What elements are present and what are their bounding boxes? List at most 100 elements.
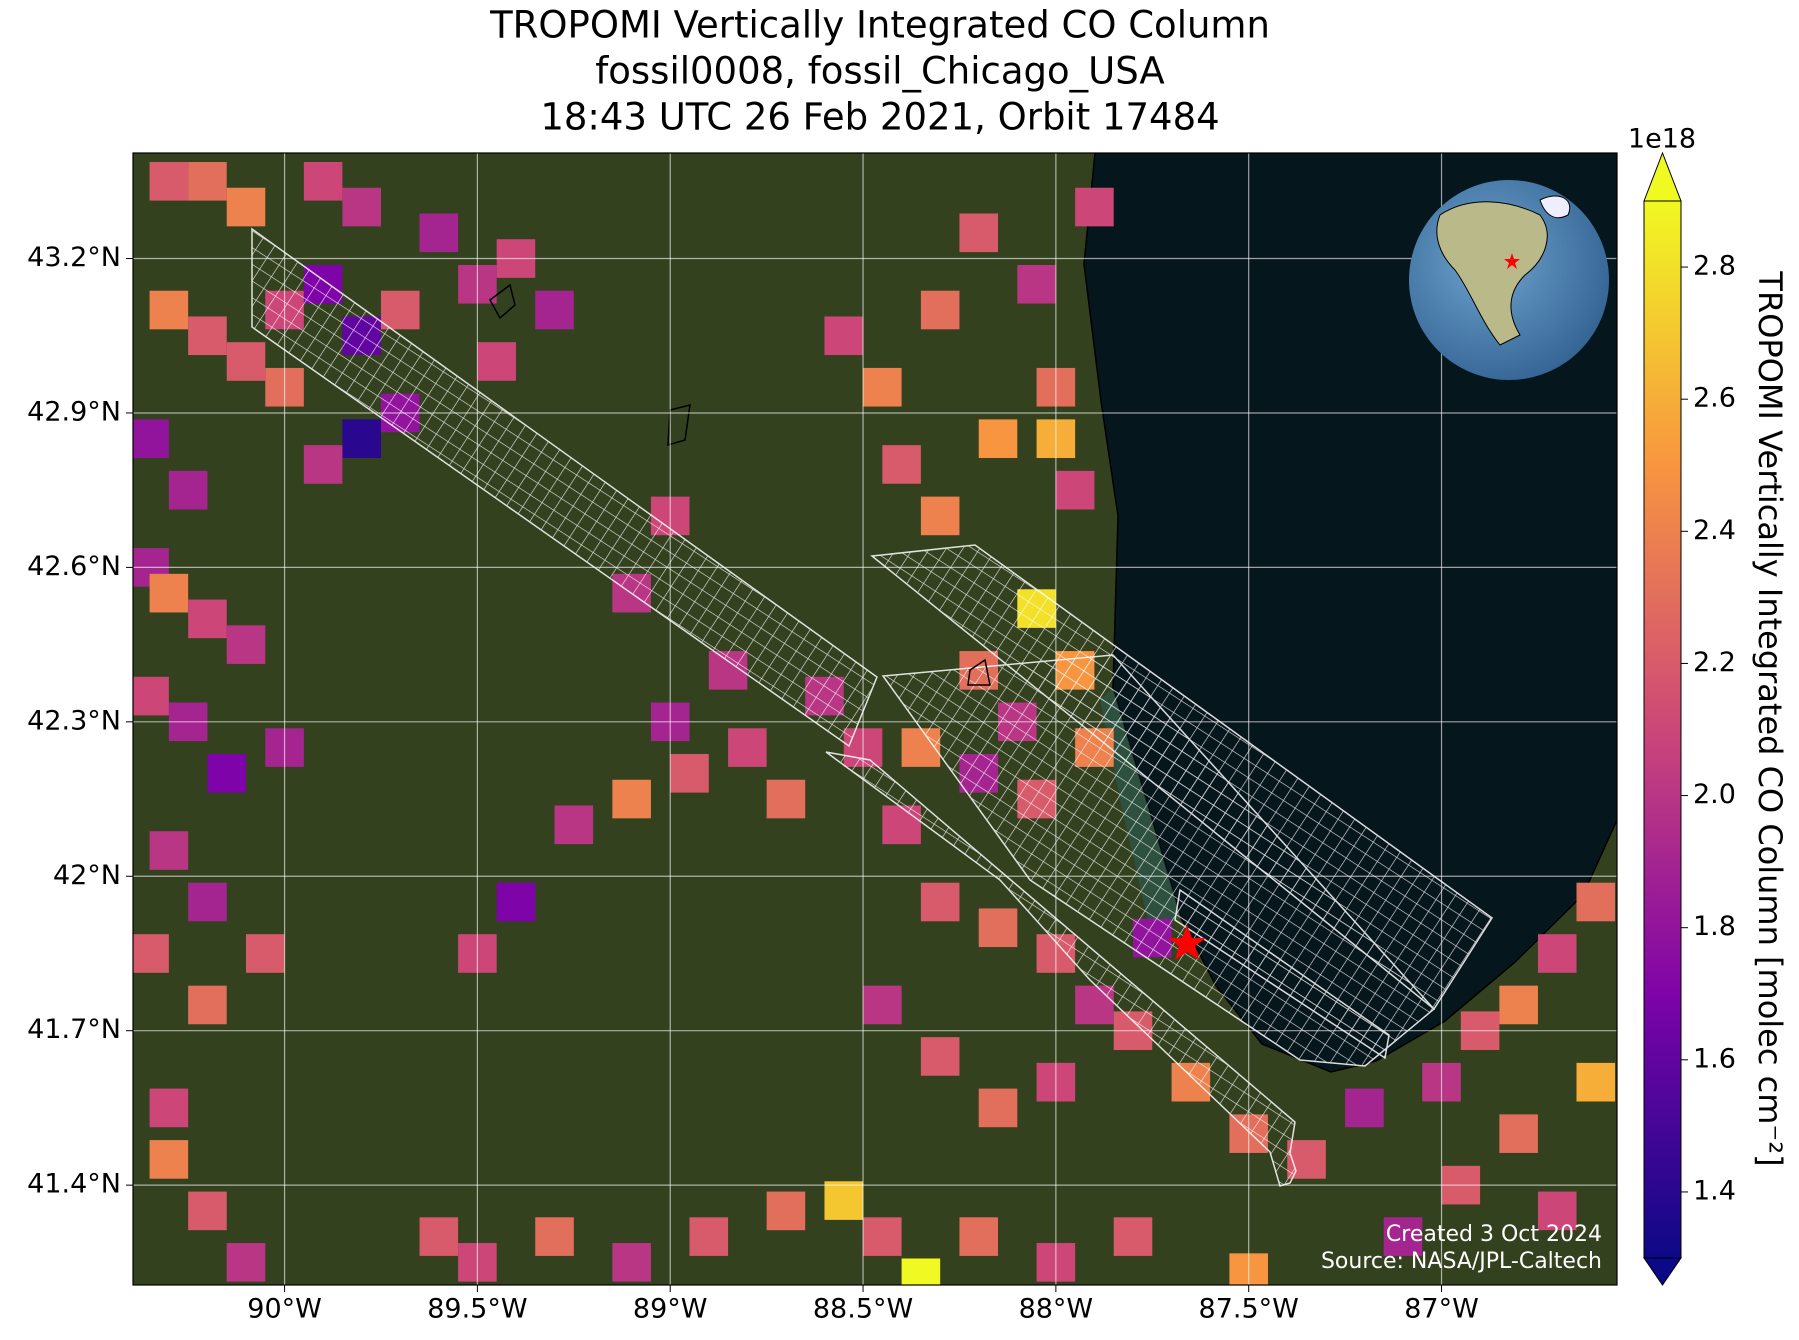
y-tick-label: 41.7°N [27,1014,121,1045]
co-cell [133,676,169,716]
co-cell [920,290,960,330]
co-cell [149,1140,189,1179]
colorbar-extend-high [1643,151,1682,202]
co-cell [207,754,246,793]
co-cell [226,342,266,381]
y-tick-label: 42.3°N [27,705,121,736]
co-cell [978,419,1018,459]
co-cell [188,316,227,356]
swath [1174,888,1390,1060]
colorbar-tick-label: 1.4 [1693,1175,1736,1206]
outline [489,283,991,686]
co-cell [612,1243,651,1282]
co-cell [1537,934,1577,973]
co-cell [188,1191,227,1231]
co-cell [959,213,999,253]
y-tick-label: 41.4°N [27,1169,121,1200]
co-cell [978,908,1018,948]
globe-star [1504,253,1520,269]
co-cell [920,1037,960,1076]
colorbar-tick-label: 2.2 [1693,647,1736,678]
co-cell [1383,1217,1423,1256]
continent [1436,201,1548,346]
co-cell [978,1088,1018,1128]
city-star [1168,925,1206,960]
co-cell [1075,187,1114,227]
co-cell [1055,470,1095,510]
co-cell [1345,1088,1384,1128]
co-cell [670,754,709,793]
y-tick-label: 42°N [53,860,121,891]
co-cell [882,445,921,484]
co-cell [1017,264,1056,304]
co-cell [149,573,189,613]
co-cell [863,985,902,1025]
co-cell [133,934,169,973]
co-cell [226,625,266,664]
co-cell [188,599,227,639]
co-cell [766,779,806,819]
y-tick-label: 43.2°N [27,242,121,273]
plot-frame [132,152,1618,1286]
x-tick-label: 89.5°W [427,1294,527,1325]
colorbar-label: TROPOMI Vertically Integrated CO Column … [1751,270,1789,1166]
greenland [1539,195,1571,219]
grid [133,153,1617,1285]
co-cell [920,496,960,536]
co-cell [824,1181,864,1220]
x-tick-label: 88°W [1019,1294,1094,1325]
co-cell [535,1217,574,1256]
co-cell [149,1088,189,1128]
x-tick-label: 88.5°W [813,1294,913,1325]
colorbar-scale: 1e18 [1628,124,1696,155]
colorbar-bar [1643,200,1682,1259]
co-cell [342,419,381,459]
colorbar: 1e18 TROPOMI Vertically Integrated CO Co… [1628,124,1789,1286]
co-cell [1576,1062,1616,1102]
co-cell [188,985,227,1025]
co-cell [477,342,516,381]
title-line: TROPOMI Vertically Integrated CO Column [489,4,1270,47]
subtitle-line: 18:43 UTC 26 Feb 2021, Orbit 17484 [540,96,1219,139]
co-cell [766,1191,806,1231]
credit: Created 3 Oct 2024 [1386,1222,1602,1247]
co-cell [728,728,767,767]
co-cell [1537,1191,1577,1231]
co-cell [149,290,189,330]
co-cell [901,1258,941,1285]
y-tick-label: 42.9°N [27,396,121,427]
x-tick-label: 89°W [633,1294,708,1325]
co-cell [188,882,227,922]
globe-inset [1409,180,1609,380]
colorbar-tick-label: 1.8 [1693,911,1736,942]
swath [825,751,1297,1187]
co-cell [863,367,902,407]
co-cell [245,934,285,973]
credit: Source: NASA/JPL-Caltech [1321,1249,1602,1274]
co-cell [168,470,208,510]
co-cell [863,1217,902,1256]
co-cell [149,831,189,870]
co-cell [226,1243,266,1282]
swath [881,654,1436,1067]
co-cell [920,882,960,922]
co-cell [133,419,169,459]
x-tick-label: 87.5°W [1199,1294,1299,1325]
co-cell [188,162,227,201]
co-cell [149,162,189,201]
co-cell [303,162,343,201]
colorbar-tick-label: 2.8 [1693,251,1736,282]
co-cell [380,290,420,330]
map: Created 3 Oct 2024 Source: NASA/JPL-Calt… [133,153,1617,1285]
co-cell [612,779,651,819]
co-cell [303,445,343,484]
colorbar-extend-low [1643,1257,1682,1286]
subtitle-line: fossil0008, fossil_Chicago_USA [595,50,1165,93]
x-tick-label: 87°W [1404,1294,1479,1325]
co-cell [342,187,381,227]
co-cell [1113,1217,1153,1256]
co-cell [1576,882,1616,922]
co-cell [1499,1114,1538,1153]
co-cell [689,1217,729,1256]
